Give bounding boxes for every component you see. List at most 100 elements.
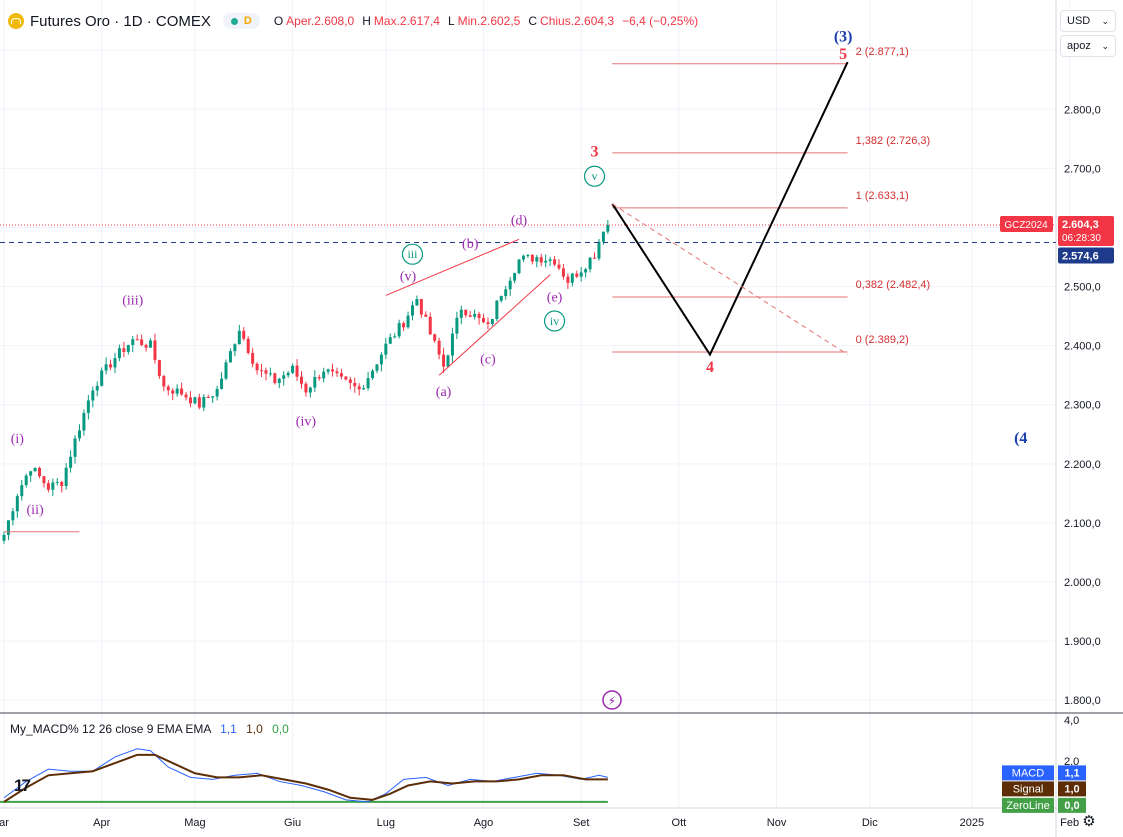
candle-body (557, 264, 561, 269)
chart-header: Futures Oro · 1D · COMEX D O Aper.2.608,… (8, 10, 706, 32)
candle-body (530, 254, 534, 262)
x-tick-label: Ott (672, 817, 687, 829)
candle-body (344, 376, 348, 380)
status-pill[interactable]: D (222, 13, 260, 29)
macd-legend-value: 1,1 (220, 722, 237, 736)
candle-body (575, 273, 579, 277)
candle-body (95, 385, 99, 391)
gold-icon (8, 13, 24, 29)
low-value: Min.2.602,5 (457, 14, 521, 28)
x-tick-label: Nov (767, 817, 787, 829)
y-tick-label: 2.000,0 (1064, 577, 1101, 589)
candle-body (100, 370, 104, 386)
symbol-title[interactable]: Futures Oro · 1D · COMEX (30, 12, 211, 30)
candle-body (561, 268, 565, 277)
candle-body (486, 322, 490, 325)
candle-body (446, 355, 450, 367)
candle-body (188, 397, 192, 404)
candle-body (419, 299, 423, 315)
candle-body (264, 370, 268, 374)
currency-select[interactable]: USD ⌄ (1060, 10, 1116, 32)
candle-body (202, 396, 206, 408)
x-tick-label: Mag (184, 817, 205, 829)
candle-body (135, 339, 139, 341)
symbol-tag-label: GCZ2024 (1004, 220, 1048, 231)
candle-body (2, 534, 6, 541)
candle-body (206, 396, 210, 398)
candle-body (82, 412, 86, 431)
candle-body (157, 360, 161, 377)
wave-label: (a) (436, 385, 452, 400)
macd-tag-label: ZeroLine (1006, 800, 1049, 812)
candle-body (55, 481, 59, 483)
candle-body (335, 371, 339, 374)
candle-body (322, 371, 326, 379)
signal-line (3, 753, 608, 803)
fib-level-label: 0 (2.389,2) (856, 334, 909, 346)
x-tick-label: ar (0, 817, 9, 829)
high-value: Max.2.617,4 (373, 14, 440, 28)
tradingview-logo-icon[interactable]: 17 (14, 776, 31, 795)
y-tick-label: 2.400,0 (1064, 341, 1101, 353)
event-marker-icon (602, 690, 622, 710)
macd-tag-value: 0,0 (1064, 800, 1079, 812)
wave-label: (c) (480, 352, 496, 367)
candle-body (490, 318, 494, 325)
candle-body (362, 388, 366, 390)
high-label: H (362, 14, 371, 28)
candle-body (233, 344, 237, 352)
candle-body (548, 259, 552, 261)
candle-body (184, 394, 188, 398)
candle-body (539, 257, 543, 263)
candle-body (406, 315, 410, 328)
candle-body (273, 373, 277, 383)
candle-body (282, 375, 286, 379)
candle-body (228, 351, 232, 363)
candle-body (544, 260, 548, 263)
candle-body (433, 334, 437, 341)
symbol-tag-bg (1000, 215, 1053, 232)
candle-body (353, 382, 357, 387)
wave-label: (3) (834, 28, 853, 45)
candle-body (521, 255, 525, 260)
macd-tag-label: Signal (1013, 783, 1044, 795)
macd-tag-value: 1,1 (1064, 767, 1079, 779)
x-tick-label: Giu (284, 817, 301, 829)
candle-body (86, 400, 90, 413)
y-tick-label: 2.200,0 (1064, 459, 1101, 471)
candle-body (410, 305, 414, 316)
wave-label: 4 (706, 359, 714, 376)
macd-tag-label-bg (1002, 781, 1054, 797)
fib-level-label: 1 (2.633,1) (856, 190, 909, 202)
settings-gear-icon[interactable]: ⚙ (1082, 813, 1096, 830)
candle-body (437, 340, 441, 355)
candle-body (473, 313, 477, 317)
open-value: Aper.2.608,0 (286, 14, 355, 28)
macd-tag-label: MACD (1012, 767, 1044, 779)
scale-select[interactable]: apoz ⌄ (1060, 35, 1116, 57)
candle-body (104, 364, 108, 371)
candle-body (299, 376, 303, 384)
x-tick-label: Set (573, 817, 590, 829)
signal-legend-value: 1,0 (246, 722, 263, 736)
wave-label: (e) (547, 290, 563, 305)
candle-body (601, 231, 605, 242)
candle-body (246, 338, 250, 353)
macd-tag-label-bg (1002, 765, 1054, 781)
candle-body (215, 388, 219, 397)
chevron-down-icon: ⌄ (1101, 40, 1109, 51)
candle-body (277, 378, 281, 383)
hist-legend-value: 0,0 (272, 722, 289, 736)
change-value: −6,4 (−0,25%) (622, 14, 699, 28)
candle-body (73, 438, 77, 457)
macd-legend[interactable]: My_MACD% 12 26 close 9 EMA EMA 1,1 1,0 0… (10, 722, 289, 736)
wave-label: iii (407, 247, 418, 261)
candle-body (371, 370, 375, 379)
candle-body (535, 257, 539, 262)
wave-label: (v) (400, 270, 417, 285)
triangle-trendline (438, 274, 551, 376)
candle-body (308, 387, 312, 393)
wave-label: (d) (511, 214, 528, 229)
fib-level-label: 2 (2.877,1) (856, 46, 909, 58)
